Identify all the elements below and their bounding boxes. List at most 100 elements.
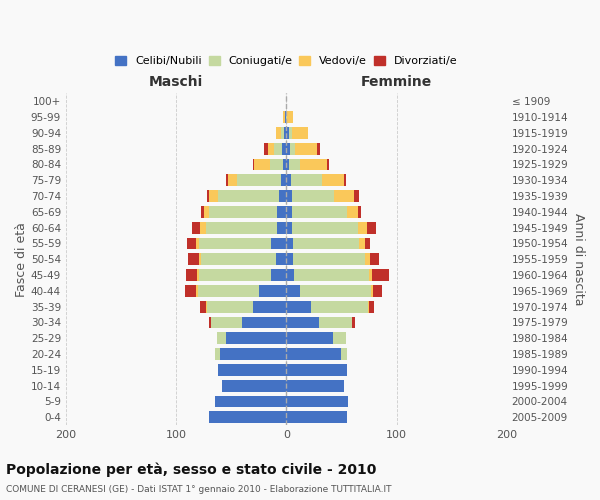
- Bar: [290, 142, 295, 154]
- Bar: [199, 254, 202, 265]
- Bar: [369, 300, 374, 312]
- Bar: [186, 269, 197, 281]
- Bar: [223, 380, 286, 392]
- Bar: [286, 238, 293, 250]
- Bar: [226, 332, 286, 344]
- Bar: [217, 332, 226, 344]
- Text: Maschi: Maschi: [149, 74, 203, 88]
- Bar: [291, 174, 322, 186]
- Bar: [286, 190, 292, 202]
- Bar: [202, 254, 277, 265]
- Bar: [370, 254, 379, 265]
- Bar: [371, 285, 373, 297]
- Bar: [187, 238, 196, 250]
- Bar: [271, 238, 286, 250]
- Bar: [367, 222, 376, 234]
- Bar: [283, 158, 286, 170]
- Bar: [209, 190, 218, 202]
- Bar: [286, 300, 311, 312]
- Bar: [202, 206, 203, 218]
- Bar: [365, 238, 370, 250]
- Bar: [198, 285, 259, 297]
- Bar: [215, 348, 220, 360]
- Bar: [274, 142, 282, 154]
- Bar: [199, 269, 271, 281]
- Y-axis label: Fasce di età: Fasce di età: [15, 222, 28, 296]
- Bar: [319, 316, 352, 328]
- Bar: [293, 254, 365, 265]
- Bar: [253, 158, 254, 170]
- Bar: [270, 158, 283, 170]
- Text: Popolazione per età, sesso e stato civile - 2010: Popolazione per età, sesso e stato civil…: [6, 462, 376, 477]
- Bar: [332, 332, 346, 344]
- Bar: [286, 332, 332, 344]
- Bar: [207, 190, 209, 202]
- Bar: [200, 222, 206, 234]
- Bar: [299, 285, 371, 297]
- Bar: [286, 127, 289, 139]
- Y-axis label: Anni di nascita: Anni di nascita: [572, 213, 585, 306]
- Bar: [268, 142, 274, 154]
- Bar: [185, 285, 196, 297]
- Bar: [264, 142, 268, 154]
- Bar: [188, 254, 199, 265]
- Bar: [200, 300, 206, 312]
- Legend: Celibi/Nubili, Coniugati/e, Vedovi/e, Divorziati/e: Celibi/Nubili, Coniugati/e, Vedovi/e, Di…: [112, 52, 461, 70]
- Bar: [199, 238, 271, 250]
- Bar: [292, 190, 334, 202]
- Bar: [271, 269, 286, 281]
- Bar: [341, 348, 347, 360]
- Bar: [284, 127, 286, 139]
- Bar: [196, 285, 198, 297]
- Bar: [292, 127, 308, 139]
- Bar: [215, 396, 286, 407]
- Bar: [286, 412, 347, 423]
- Bar: [286, 285, 299, 297]
- Bar: [289, 127, 292, 139]
- Bar: [209, 316, 211, 328]
- Bar: [369, 269, 372, 281]
- Bar: [277, 206, 286, 218]
- Bar: [292, 222, 358, 234]
- Bar: [286, 348, 341, 360]
- Bar: [253, 300, 286, 312]
- Bar: [286, 142, 290, 154]
- Bar: [254, 158, 270, 170]
- Bar: [286, 206, 292, 218]
- Bar: [228, 174, 237, 186]
- Bar: [277, 254, 286, 265]
- Bar: [281, 127, 284, 139]
- Bar: [242, 316, 286, 328]
- Bar: [259, 285, 286, 297]
- Bar: [292, 206, 347, 218]
- Bar: [286, 396, 348, 407]
- Bar: [226, 174, 228, 186]
- Bar: [281, 174, 286, 186]
- Bar: [365, 254, 370, 265]
- Bar: [372, 269, 389, 281]
- Bar: [196, 238, 199, 250]
- Bar: [218, 364, 286, 376]
- Bar: [286, 364, 347, 376]
- Text: COMUNE DI CERANESI (GE) - Dati ISTAT 1° gennaio 2010 - Elaborazione TUTTITALIA.I: COMUNE DI CERANESI (GE) - Dati ISTAT 1° …: [6, 485, 392, 494]
- Bar: [286, 269, 294, 281]
- Bar: [286, 111, 287, 123]
- Bar: [293, 238, 359, 250]
- Bar: [197, 269, 199, 281]
- Bar: [358, 206, 361, 218]
- Bar: [207, 300, 253, 312]
- Bar: [294, 269, 369, 281]
- Bar: [358, 222, 367, 234]
- Bar: [317, 142, 320, 154]
- Bar: [206, 222, 277, 234]
- Bar: [322, 174, 344, 186]
- Bar: [327, 158, 329, 170]
- Bar: [295, 142, 317, 154]
- Bar: [209, 412, 286, 423]
- Bar: [283, 111, 285, 123]
- Bar: [286, 380, 344, 392]
- Text: Femmine: Femmine: [361, 74, 432, 88]
- Bar: [347, 206, 358, 218]
- Bar: [289, 158, 299, 170]
- Bar: [277, 222, 286, 234]
